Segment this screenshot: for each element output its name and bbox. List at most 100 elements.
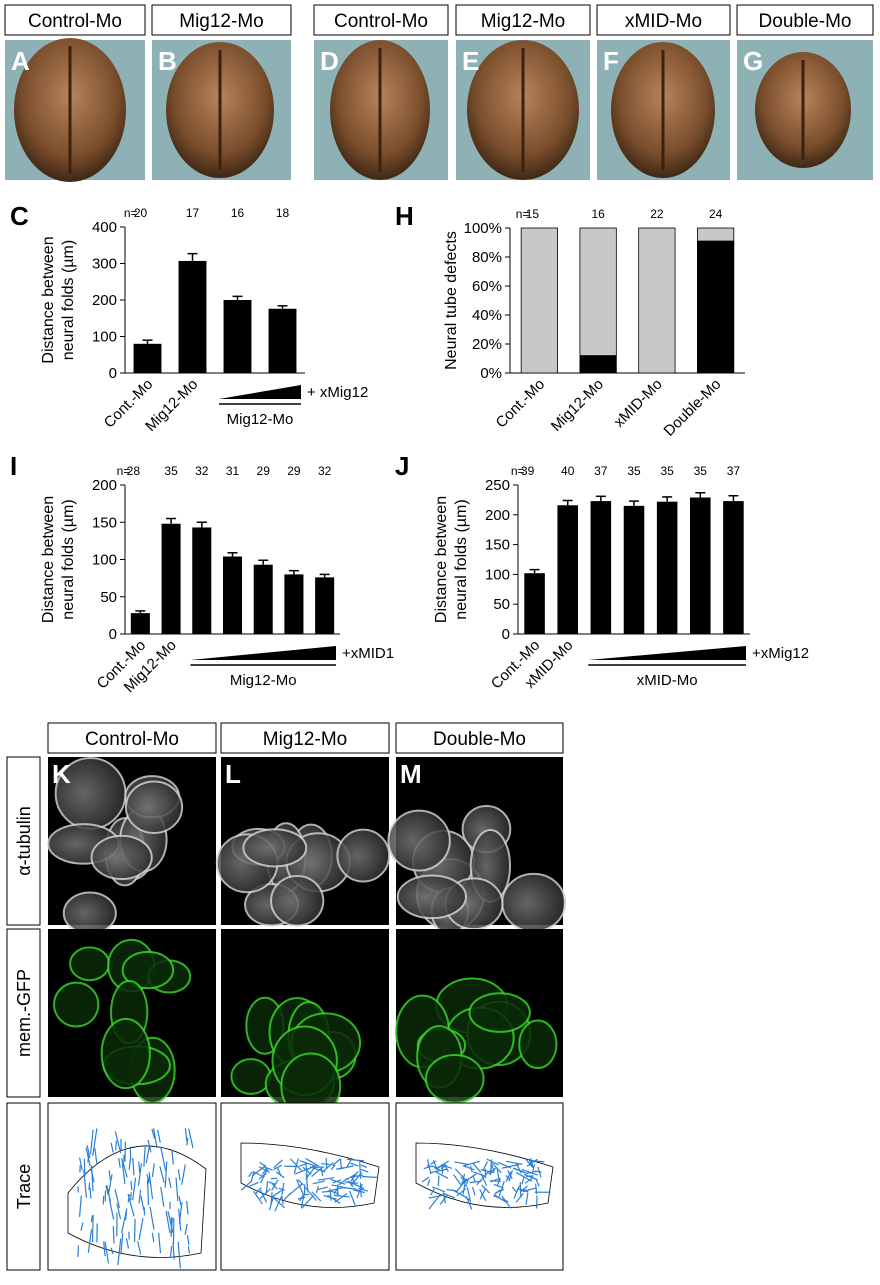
- y-tick-label: 200: [92, 292, 117, 309]
- y-tick-label: 0: [109, 626, 117, 643]
- microtubule-trace: [113, 1226, 114, 1243]
- bar: [315, 577, 334, 634]
- x-tick-label: xMID-Mo: [611, 376, 666, 431]
- y-axis-label: Distance between: [40, 496, 57, 623]
- bar: [284, 574, 303, 634]
- panel-letter: A: [11, 46, 30, 76]
- microtubule-trace: [490, 1181, 501, 1182]
- n-label: 20: [134, 206, 148, 220]
- cell-membrane: [337, 830, 389, 882]
- y-axis-label: Distance between: [433, 496, 450, 623]
- bar: [179, 261, 207, 373]
- bar: [162, 524, 181, 634]
- panel-letter: G: [743, 46, 763, 76]
- microtubule-trace: [90, 1188, 91, 1199]
- panel-letter: D: [320, 46, 339, 76]
- row-label: Trace: [14, 1164, 34, 1209]
- microtubule-trace: [427, 1166, 433, 1167]
- panel-header: Control-Mo: [28, 11, 122, 32]
- y-tick-label: 0%: [480, 365, 502, 382]
- group-annotation: +xMID1: [342, 645, 394, 662]
- n-label: 31: [226, 464, 240, 478]
- chart-panel-letter: J: [395, 451, 409, 481]
- microtubule-trace: [360, 1162, 361, 1179]
- y-tick-label: 60%: [472, 278, 502, 295]
- n-label: 24: [709, 207, 723, 221]
- y-tick-label: 250: [485, 477, 510, 494]
- n-label: 16: [591, 207, 605, 221]
- bar: [524, 573, 545, 634]
- cell-membrane: [519, 1020, 556, 1068]
- panel-letter: B: [158, 46, 177, 76]
- y-tick-label: 300: [92, 256, 117, 273]
- y-tick-label: 150: [485, 537, 510, 554]
- y-tick-label: 200: [485, 507, 510, 524]
- cell-membrane: [398, 876, 466, 919]
- bar: [557, 505, 578, 634]
- n-label: 39: [521, 464, 535, 478]
- panel-header: Double-Mo: [433, 729, 526, 750]
- chart-panel-letter: I: [10, 451, 17, 481]
- cell-membrane: [388, 811, 449, 871]
- chart-panel-letter: H: [395, 201, 414, 231]
- panel-letter: K: [52, 759, 71, 789]
- y-tick-label: 50: [493, 596, 510, 613]
- y-tick-label: 80%: [472, 249, 502, 266]
- cell-membrane: [126, 781, 182, 832]
- panel-header: Control-Mo: [334, 11, 428, 32]
- bar-segment: [521, 228, 557, 373]
- group-annotation: + xMig12: [307, 384, 368, 401]
- bar: [224, 300, 252, 373]
- x-tick-label: Double-Mo: [661, 376, 725, 440]
- microtubule-trace: [438, 1176, 439, 1186]
- bar-segment: [697, 241, 733, 373]
- group-label: xMID-Mo: [637, 672, 698, 689]
- cell-membrane: [70, 947, 109, 980]
- x-tick-label: Mig12-Mo: [548, 376, 607, 435]
- bar: [134, 344, 162, 373]
- cell-membrane: [64, 893, 116, 934]
- microtubule-trace: [321, 1164, 330, 1165]
- microtubule-trace: [116, 1141, 117, 1151]
- bar-segment: [580, 228, 616, 356]
- y-tick-label: 100: [92, 329, 117, 346]
- microtubule-trace: [131, 1192, 132, 1200]
- y-tick-label: 0: [109, 365, 117, 382]
- cell-membrane: [502, 874, 565, 932]
- microtubule-trace: [124, 1155, 125, 1162]
- group-label: Mig12-Mo: [230, 672, 297, 689]
- row-label: mem.-GFP: [14, 969, 34, 1057]
- cell-membrane: [231, 1059, 270, 1094]
- bar: [624, 506, 645, 634]
- n-label: 15: [526, 207, 540, 221]
- n-label: 40: [561, 464, 575, 478]
- y-tick-label: 50: [100, 589, 117, 606]
- y-tick-label: 200: [92, 477, 117, 494]
- group-annotation: +xMig12: [752, 645, 809, 662]
- cell-membrane: [92, 836, 152, 879]
- y-tick-label: 100: [485, 566, 510, 583]
- panel-header: Mig12-Mo: [263, 729, 347, 750]
- y-axis-label: Distance between: [40, 236, 57, 363]
- y-tick-label: 40%: [472, 307, 502, 324]
- row-label: α-tubulin: [14, 806, 34, 875]
- x-tick-label: Cont.-Mo: [493, 376, 549, 432]
- y-tick-label: 150: [92, 514, 117, 531]
- y-tick-label: 100%: [464, 220, 502, 237]
- n-label: 29: [287, 464, 301, 478]
- panel-header: Mig12-Mo: [481, 11, 565, 32]
- panel-header: Double-Mo: [759, 11, 852, 32]
- bar: [192, 527, 211, 634]
- n-label: 35: [694, 464, 708, 478]
- bar-segment: [697, 228, 733, 241]
- n-label: 18: [276, 206, 290, 220]
- bar: [254, 565, 273, 634]
- group-label: Mig12-Mo: [227, 411, 294, 428]
- y-tick-label: 20%: [472, 336, 502, 353]
- y-axis-label: neural folds (µm): [60, 499, 77, 619]
- dose-wedge: [588, 646, 746, 660]
- y-tick-label: 100: [92, 552, 117, 569]
- dose-wedge: [190, 646, 336, 660]
- bar: [223, 557, 242, 634]
